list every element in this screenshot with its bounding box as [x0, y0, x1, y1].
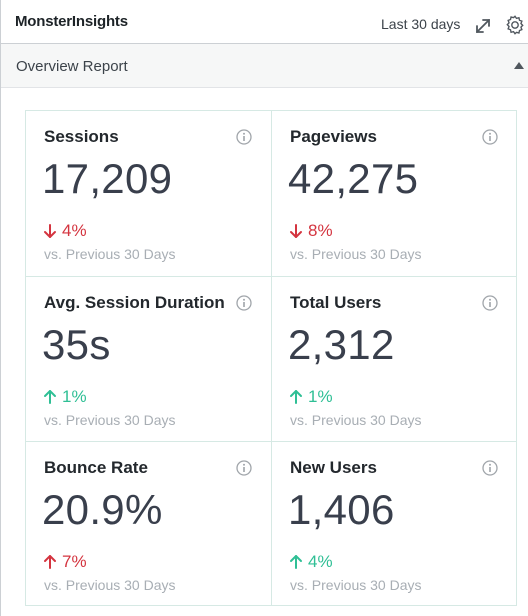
metric-change-value: 4% [308, 552, 333, 571]
metric-label: Pageviews [290, 127, 377, 146]
metric-value: 2,312 [288, 321, 395, 368]
arrow-up-icon [289, 554, 308, 570]
metric-change-value: 1% [62, 387, 87, 406]
metric-label: New Users [290, 458, 377, 477]
metric-change-value: 1% [308, 387, 333, 406]
metric-label: Sessions [44, 127, 119, 146]
info-icon[interactable] [236, 129, 252, 145]
metric-change-value: 4% [62, 221, 87, 240]
overview-report-header[interactable]: Overview Report [1, 44, 528, 88]
metric-card: Pageviews 42,275 8% vs. Previous 30 Days [271, 111, 517, 276]
metric-comparison: vs. Previous 30 Days [290, 412, 422, 428]
metric-comparison: vs. Previous 30 Days [44, 412, 176, 428]
metrics-grid: Sessions 17,209 4% vs. Previous 30 Days Page… [25, 110, 517, 606]
metric-change: 1% [289, 387, 333, 407]
metric-value: 20.9% [42, 486, 163, 533]
metric-comparison: vs. Previous 30 Days [290, 246, 422, 262]
metric-value: 17,209 [42, 155, 173, 202]
info-icon[interactable] [482, 129, 498, 145]
metric-label: Total Users [290, 293, 382, 312]
arrow-up-icon [43, 389, 62, 405]
metric-card: Total Users 2,312 1% vs. Previous 30 Days [271, 276, 517, 441]
metric-change: 8% [289, 221, 333, 241]
arrow-up-icon [289, 389, 308, 405]
info-icon[interactable] [236, 460, 252, 476]
metric-change: 1% [43, 387, 87, 407]
metric-change: 4% [43, 221, 87, 241]
metric-card: Avg. Session Duration 35s 1% vs. Previous 3… [26, 276, 272, 441]
metric-change: 7% [43, 552, 87, 572]
metric-comparison: vs. Previous 30 Days [44, 577, 176, 593]
info-icon[interactable] [482, 460, 498, 476]
metric-card: Bounce Rate 20.9% 7% vs. Previous 30 Days [26, 441, 272, 606]
metric-change: 4% [289, 552, 333, 572]
metric-change-value: 7% [62, 552, 87, 571]
arrow-down-icon [289, 223, 308, 239]
collapse-up-icon[interactable] [514, 62, 524, 69]
metric-value: 1,406 [288, 486, 395, 533]
metric-comparison: vs. Previous 30 Days [44, 246, 176, 262]
metric-card: Sessions 17,209 4% vs. Previous 30 Days [26, 111, 272, 276]
widget-header: MonsterInsights Last 30 days [1, 0, 528, 44]
section-title: Overview Report [16, 58, 128, 75]
metric-card: New Users 1,406 4% vs. Previous 30 Days [271, 441, 517, 606]
date-range-selector[interactable]: Last 30 days [381, 16, 461, 32]
metric-change-value: 8% [308, 221, 333, 240]
widget-title: MonsterInsights [15, 13, 128, 30]
gear-icon[interactable] [504, 14, 526, 36]
metric-comparison: vs. Previous 30 Days [290, 577, 422, 593]
info-icon[interactable] [482, 295, 498, 311]
arrow-up-icon [43, 554, 62, 570]
metric-label: Avg. Session Duration [44, 293, 225, 312]
metric-value: 35s [42, 321, 111, 368]
metric-value: 42,275 [288, 155, 419, 202]
expand-icon[interactable] [473, 16, 493, 36]
metric-label: Bounce Rate [44, 458, 148, 477]
info-icon[interactable] [236, 295, 252, 311]
arrow-down-icon [43, 223, 62, 239]
